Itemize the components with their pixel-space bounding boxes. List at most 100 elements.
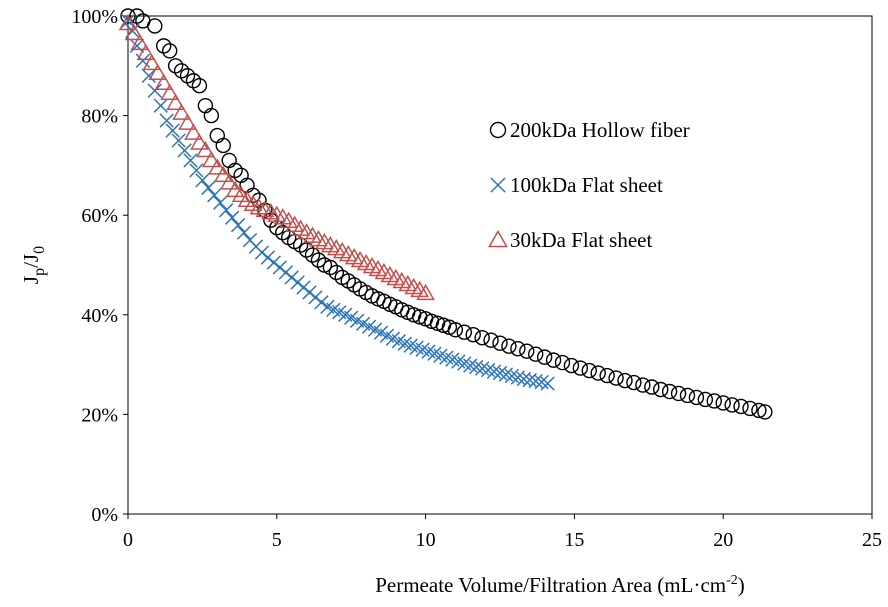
data-point-x [480, 362, 496, 378]
data-point-circle [120, 8, 136, 24]
data-point-circle [209, 127, 225, 144]
data-point-x [230, 217, 246, 233]
data-point-circle [501, 338, 517, 354]
data-point-circle [554, 354, 571, 371]
data-point-circle [706, 393, 722, 409]
data-point-circle [536, 349, 553, 365]
data-point-x [490, 177, 506, 193]
data-point-circle [581, 362, 597, 379]
data-point-x [129, 38, 145, 54]
data-point-x [201, 180, 216, 195]
data-point-x [463, 358, 478, 373]
data-point-triangle [184, 123, 203, 140]
x-tick-label: 15 [564, 529, 584, 551]
data-point-x [153, 98, 168, 113]
data-point-triangle [130, 33, 150, 51]
data-point-circle [519, 343, 535, 359]
data-point-circle [590, 365, 606, 381]
data-point-circle [322, 259, 339, 276]
y-tick-label: 80% [81, 106, 118, 128]
data-point-triangle [136, 43, 156, 61]
data-point-x [147, 83, 162, 98]
plot-area [127, 15, 873, 515]
data-point-circle [456, 324, 472, 340]
x-tick-label: 0 [123, 529, 133, 551]
series-1 [120, 13, 555, 391]
data-point-circle [492, 335, 508, 351]
data-point-circle [328, 264, 345, 281]
data-point-triangle [416, 283, 435, 301]
data-point-triangle [219, 173, 239, 190]
data-point-triangle [190, 133, 209, 150]
data-point-triangle [213, 165, 233, 183]
data-point-circle [757, 404, 773, 420]
data-point-x [141, 68, 157, 83]
x-axis-ticks: 0 5 10 15 20 25 [123, 514, 882, 551]
x-tick-label: 25 [862, 529, 882, 551]
data-point-circle [173, 63, 190, 79]
legend: 200kDa Hollow fiber 100kDa Flat sheet 30kD… [488, 118, 690, 252]
y-tick-label: 0% [91, 504, 118, 526]
data-point-x [314, 295, 329, 310]
data-point-circle [167, 58, 184, 74]
data-point-triangle [207, 158, 227, 175]
data-point-x [177, 143, 192, 158]
data-point-circle [227, 162, 243, 179]
data-point-circle [626, 374, 642, 391]
data-series [118, 8, 773, 420]
data-point-circle [670, 385, 687, 402]
data-point-x [165, 123, 180, 138]
data-point-circle [447, 322, 464, 338]
data-point-x [195, 173, 210, 188]
data-point-circle [724, 397, 740, 413]
data-point-circle [298, 242, 315, 258]
data-point-circle [635, 377, 651, 393]
data-point-circle [572, 360, 589, 376]
data-point-x [213, 195, 228, 210]
data-point-triangle [154, 73, 174, 91]
data-point-triangle [196, 140, 215, 158]
data-point-x [135, 53, 151, 69]
data-point-circle [751, 402, 767, 419]
data-point-x [492, 365, 508, 381]
data-point-triangle [172, 103, 191, 120]
data-point-circle [688, 389, 705, 406]
y-tick-label: 60% [81, 205, 118, 227]
data-point-circle [679, 387, 696, 404]
data-point-triangle [166, 93, 185, 110]
data-point-circle [653, 381, 669, 398]
data-point-triangle [124, 23, 144, 41]
data-point-circle [161, 43, 178, 59]
data-point-x [224, 210, 240, 225]
data-point-circle [545, 352, 562, 368]
data-point-triangle [488, 229, 508, 248]
data-point-x [189, 163, 204, 178]
data-point-x [528, 373, 543, 389]
x-tick-label: 10 [416, 529, 436, 551]
data-point-circle [489, 121, 507, 139]
data-point-circle [617, 372, 633, 389]
legend-label: 100kDa Flat sheet [510, 173, 663, 197]
data-point-circle [697, 391, 714, 408]
data-point-circle [215, 137, 231, 154]
data-point-circle [156, 38, 172, 54]
y-axis-title: Jp/J0 [19, 246, 48, 284]
y-tick-label: 20% [81, 404, 118, 426]
y-axis-ticks: 0% 20% 40% 60% 80% 100% [71, 6, 128, 526]
data-point-triangle [148, 63, 168, 81]
legend-label: 200kDa Hollow fiber [510, 118, 690, 142]
data-point-x [120, 13, 136, 29]
data-point-circle [474, 330, 490, 346]
data-point-x [540, 376, 555, 391]
data-point-circle [661, 383, 678, 400]
data-point-x [486, 364, 502, 379]
data-point-x [534, 374, 549, 390]
data-point-x [516, 371, 531, 387]
data-point-x [219, 203, 234, 218]
data-point-circle [465, 327, 481, 343]
data-point-circle [608, 370, 624, 386]
x-tick-label: 20 [713, 529, 733, 551]
x-axis-title: Permeate Volume/Filtration Area (mL·cm-2… [375, 573, 745, 597]
data-point-x [510, 370, 526, 385]
data-point-circle [644, 379, 660, 395]
